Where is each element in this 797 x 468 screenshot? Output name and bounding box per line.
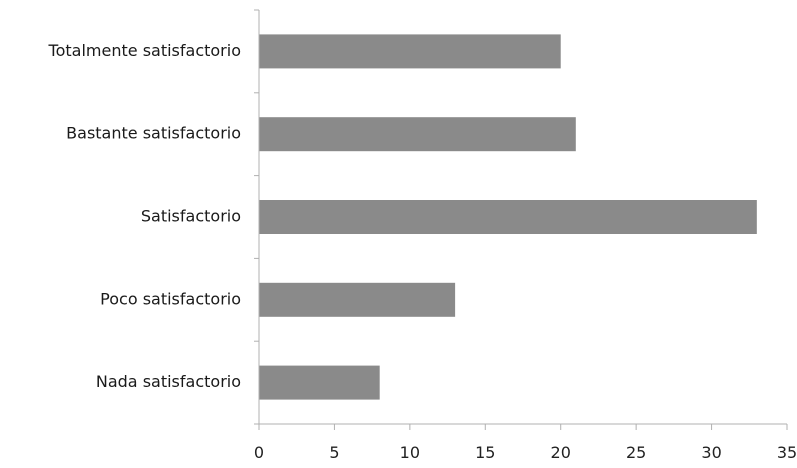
x-tick-label: 15 — [475, 443, 495, 462]
x-tick-label: 25 — [626, 443, 646, 462]
x-tick-label: 5 — [329, 443, 339, 462]
category-label: Totalmente satisfactorio — [48, 41, 241, 60]
labels-layer: Totalmente satisfactorio Bastante satisfa… — [48, 41, 797, 462]
category-label: Nada satisfactorio — [96, 372, 241, 391]
x-tick-label: 35 — [777, 443, 797, 462]
category-label: Poco satisfactorio — [100, 289, 241, 308]
bars-layer — [259, 34, 757, 400]
bar-2 — [259, 117, 576, 152]
x-tick-label: 30 — [701, 443, 721, 462]
x-tick-label: 10 — [400, 443, 420, 462]
x-tick-label: 20 — [551, 443, 571, 462]
bar-3 — [259, 200, 757, 234]
category-label: Satisfactorio — [141, 207, 241, 226]
x-tick-label: 0 — [254, 443, 264, 462]
bar-1 — [259, 34, 561, 69]
category-label: Bastante satisfactorio — [66, 124, 241, 143]
axes-layer — [254, 9, 788, 430]
bar-4 — [259, 282, 456, 317]
bar-5 — [259, 365, 380, 400]
